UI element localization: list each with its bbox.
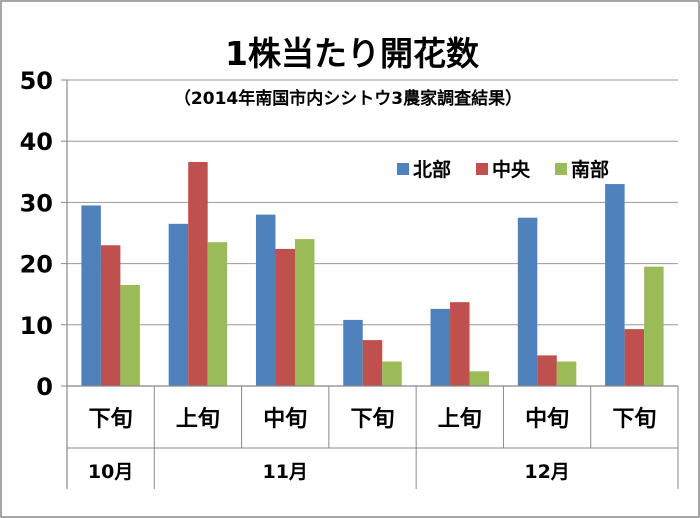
month-label: 10月 (88, 461, 133, 483)
bar-南部-5 (556, 361, 577, 386)
legend-label: 中央 (492, 158, 531, 181)
bar-中央-4 (450, 302, 470, 386)
x-category-label: 中旬 (263, 406, 307, 432)
legend-swatch-北部 (397, 163, 409, 175)
y-tick-label: 10 (20, 312, 53, 340)
y-tick-label: 40 (20, 128, 53, 156)
chart-title: 1株当たり開花数 (225, 34, 480, 73)
bar-北部-2 (255, 214, 276, 386)
month-labels: 10月 11月 12月 (88, 461, 570, 483)
y-tick-label: 0 (36, 373, 53, 401)
legend-label: 北部 (413, 158, 451, 181)
bar-北部-4 (430, 308, 451, 386)
x-category-label: 下旬 (612, 406, 656, 432)
bar-中央-3 (362, 340, 383, 386)
x-category-label: 下旬 (89, 406, 133, 432)
legend-swatch-中央 (476, 163, 488, 175)
bar-北部-5 (517, 217, 538, 386)
y-tick-label: 20 (20, 251, 53, 279)
bar-中央-2 (275, 248, 295, 386)
bar-南部-2 (294, 239, 315, 386)
y-tick-labels: 0 10 20 30 40 50 (20, 67, 53, 401)
bar-南部-4 (469, 371, 490, 386)
y-tick-label: 30 (20, 189, 53, 217)
bar-中央-0 (100, 245, 121, 386)
bar-南部-1 (207, 242, 228, 386)
chart-subtitle: （2014年南国市内シシトウ3農家調査結果） (174, 88, 522, 109)
x-category-label: 上旬 (176, 406, 220, 432)
axes (66, 80, 679, 489)
y-tick-label: 50 (20, 67, 53, 95)
legend-label: 南部 (571, 158, 609, 181)
bar-北部-6 (605, 184, 625, 386)
x-category-label: 上旬 (438, 406, 482, 432)
bars (81, 162, 664, 386)
x-category-label: 下旬 (350, 406, 394, 432)
x-category-label: 中旬 (525, 406, 569, 432)
legend-swatch-南部 (555, 163, 567, 175)
bar-中央-1 (188, 162, 208, 386)
bar-北部-0 (81, 205, 101, 386)
legend: 北部 中央 南部 (397, 158, 609, 181)
bar-中央-5 (537, 355, 557, 386)
bar-南部-3 (382, 361, 402, 386)
bar-中央-6 (624, 329, 645, 386)
month-label: 11月 (262, 461, 307, 483)
bar-北部-1 (168, 223, 189, 386)
bar-北部-3 (343, 319, 363, 386)
bar-南部-0 (120, 285, 140, 386)
month-label: 12月 (524, 461, 569, 483)
bar-南部-6 (644, 266, 664, 386)
x-category-labels: 下旬 上旬 中旬 下旬 上旬 中旬 下旬 (89, 406, 657, 432)
